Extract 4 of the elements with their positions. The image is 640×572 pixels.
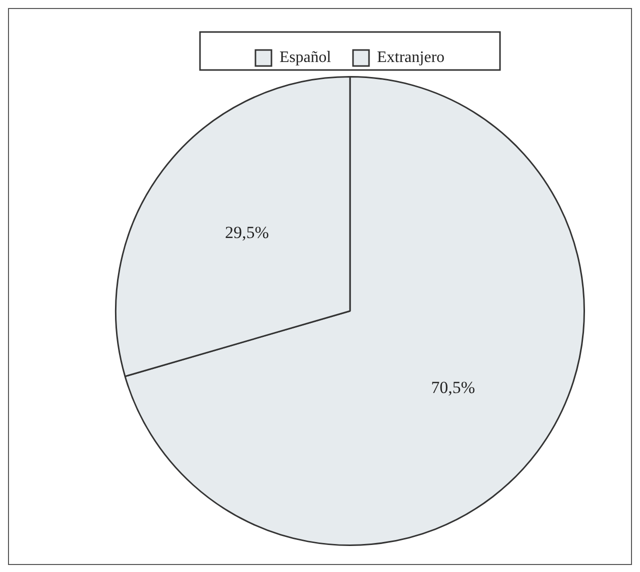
data-label: 29,5% xyxy=(225,223,269,242)
legend-label: Español xyxy=(279,49,332,66)
legend-label: Extranjero xyxy=(377,49,445,66)
data-label: 70,5% xyxy=(431,378,475,397)
